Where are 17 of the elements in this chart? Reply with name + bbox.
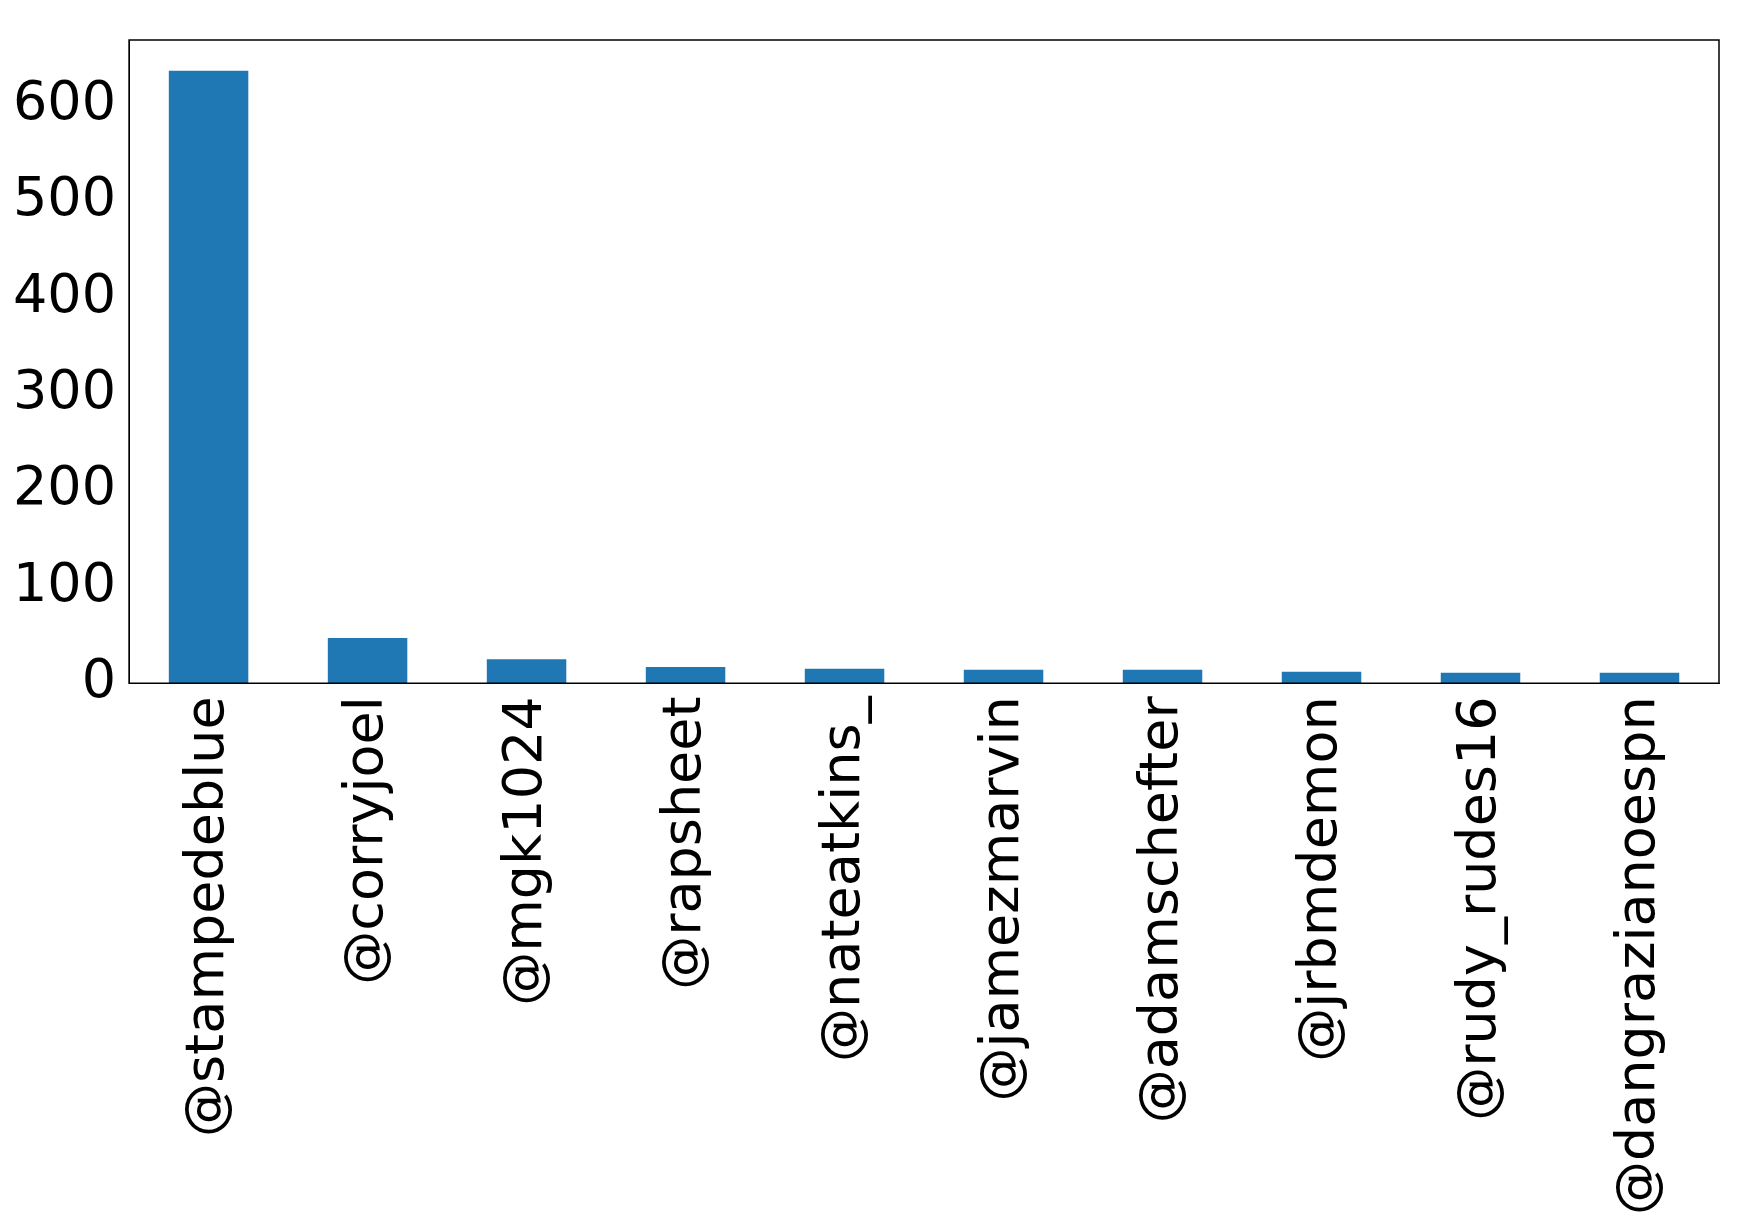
- x-tick-label: @stampedeblue: [172, 696, 236, 1138]
- x-tick-label: @jrbmdemon: [1285, 696, 1349, 1062]
- y-tick-label: 300: [12, 357, 117, 421]
- y-tick-label: 600: [12, 68, 117, 132]
- x-tick-label: @mgk1024: [490, 696, 554, 1006]
- x-tick-label: @rudy_rudes16: [1444, 696, 1508, 1121]
- x-tick-label: @adamschefter: [1126, 695, 1190, 1124]
- y-tick-label: 500: [12, 165, 117, 229]
- x-tick-label: @nateatkins_: [808, 695, 872, 1062]
- x-tick-label: @rapsheet: [649, 696, 713, 990]
- y-tick-label: 200: [12, 454, 117, 518]
- y-tick-label: 100: [12, 550, 117, 614]
- x-tick-label: @jamezmarvin: [967, 696, 1031, 1102]
- y-tick-label: 400: [12, 261, 117, 325]
- x-tick-label: @dangrazianoespn: [1603, 696, 1667, 1216]
- x-tick-label: @corryjoel: [331, 696, 395, 985]
- y-tick-label: 0: [81, 647, 117, 711]
